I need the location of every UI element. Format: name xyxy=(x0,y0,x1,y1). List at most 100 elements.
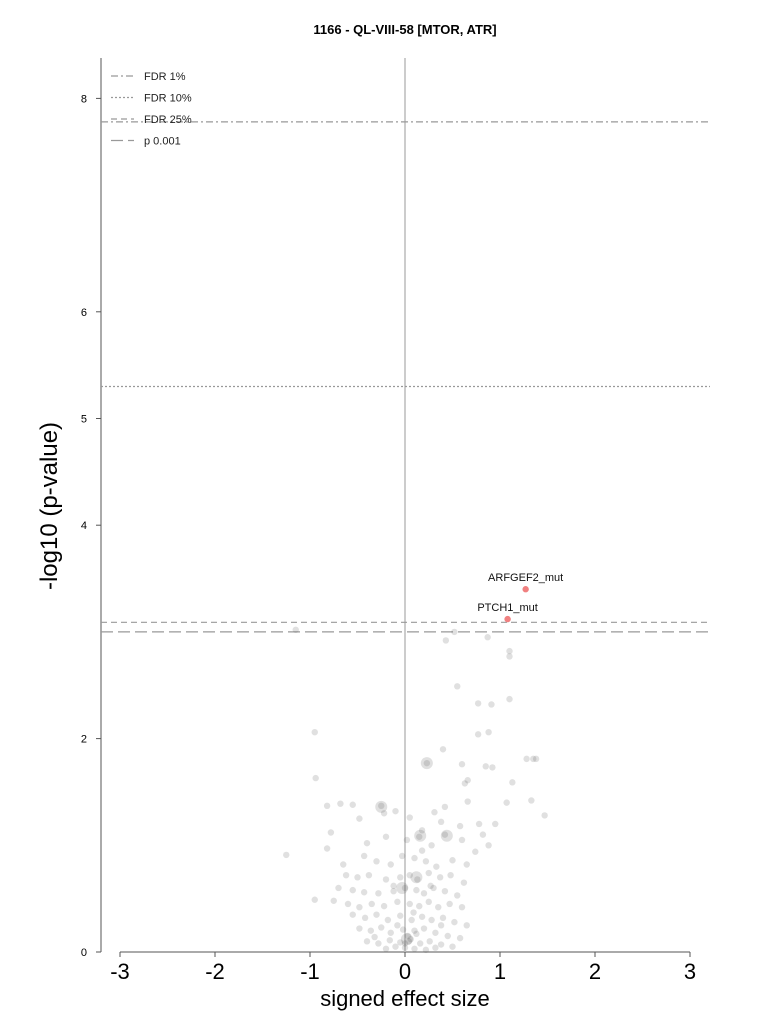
x-tick-label: -2 xyxy=(205,959,225,984)
data-point xyxy=(441,887,449,895)
data-point xyxy=(427,882,434,890)
data-point xyxy=(530,755,537,763)
data-point xyxy=(342,871,350,879)
data-point xyxy=(420,890,428,897)
data-point xyxy=(387,929,394,936)
data-point xyxy=(368,900,375,908)
data-point xyxy=(356,903,363,911)
data-point xyxy=(414,876,421,883)
data-point xyxy=(439,746,447,753)
data-point xyxy=(349,886,356,894)
data-point xyxy=(380,902,388,910)
highlighted-point xyxy=(522,586,529,593)
data-point xyxy=(323,802,331,810)
data-point xyxy=(404,932,412,940)
data-point-large xyxy=(420,757,433,770)
data-point xyxy=(464,777,471,784)
data-point xyxy=(432,929,439,936)
data-point xyxy=(349,911,356,918)
data-point xyxy=(363,839,371,847)
data-point xyxy=(375,890,382,897)
y-tick-label: 2 xyxy=(81,734,87,746)
data-point xyxy=(401,884,409,892)
data-point xyxy=(474,731,482,738)
data-point xyxy=(373,911,380,918)
data-point xyxy=(464,798,471,805)
data-point xyxy=(367,927,374,934)
data-point xyxy=(394,898,401,906)
data-point xyxy=(363,938,371,945)
data-point xyxy=(375,940,382,947)
data-point xyxy=(420,925,428,932)
data-point xyxy=(410,909,417,916)
data-point xyxy=(378,802,385,810)
data-point xyxy=(407,935,414,943)
data-point xyxy=(454,683,461,690)
data-point xyxy=(436,874,444,881)
data-point xyxy=(506,647,513,655)
data-point xyxy=(503,799,510,806)
data-point xyxy=(425,898,432,906)
data-point xyxy=(394,922,401,929)
data-point xyxy=(330,897,337,904)
data-point-large xyxy=(440,829,453,842)
data-point xyxy=(405,938,412,945)
data-point xyxy=(426,938,433,945)
data-point xyxy=(463,861,470,868)
x-tick-label: 0 xyxy=(399,959,411,984)
point-annotation: ARFGEF2_mut xyxy=(488,572,563,584)
data-point xyxy=(356,925,363,932)
data-point xyxy=(397,912,404,919)
data-point xyxy=(541,812,548,819)
data-point xyxy=(437,922,445,929)
data-point xyxy=(373,858,380,865)
x-tick-label: 3 xyxy=(684,959,696,984)
data-point xyxy=(485,728,492,736)
data-point xyxy=(382,945,390,952)
data-point xyxy=(446,900,453,908)
data-point xyxy=(365,871,373,879)
legend: FDR 1% FDR 10% FDR 25% p 0.001 xyxy=(111,71,192,148)
data-point-large xyxy=(396,881,409,894)
data-point xyxy=(401,944,409,951)
data-point xyxy=(458,836,466,844)
data-point xyxy=(340,861,347,868)
data-point xyxy=(433,863,440,870)
data-point xyxy=(472,848,479,855)
data-point xyxy=(371,933,378,941)
data-point xyxy=(442,637,450,644)
data-point xyxy=(386,937,393,944)
data-point xyxy=(492,820,499,828)
data-point xyxy=(360,889,368,896)
data-point xyxy=(323,845,331,852)
data-point xyxy=(454,892,461,899)
data-point xyxy=(423,759,431,767)
y-tick-label: 5 xyxy=(81,414,87,426)
data-point xyxy=(413,930,420,938)
data-point xyxy=(416,902,423,910)
data-point xyxy=(484,634,491,641)
data-point xyxy=(528,797,535,804)
data-point xyxy=(439,914,447,922)
data-point xyxy=(488,701,495,708)
chart-title: 1166 - QL-VIII-58 [MTOR, ATR] xyxy=(313,22,496,37)
data-point xyxy=(312,774,319,782)
data-point xyxy=(441,831,449,838)
data-point-large xyxy=(375,800,388,813)
data-point xyxy=(428,842,435,849)
data-point xyxy=(380,810,388,817)
data-point xyxy=(411,945,418,952)
legend-label: p 0.001 xyxy=(144,136,181,148)
data-point xyxy=(416,833,423,840)
data-point xyxy=(384,916,392,924)
data-point xyxy=(479,831,487,838)
data-point xyxy=(408,916,415,924)
data-point xyxy=(475,820,483,828)
x-tick-label: 1 xyxy=(494,959,506,984)
data-point xyxy=(411,927,418,934)
data-point-large xyxy=(400,933,413,946)
data-point xyxy=(461,780,469,787)
y-tick-label: 6 xyxy=(81,307,87,319)
data-point xyxy=(390,882,397,890)
